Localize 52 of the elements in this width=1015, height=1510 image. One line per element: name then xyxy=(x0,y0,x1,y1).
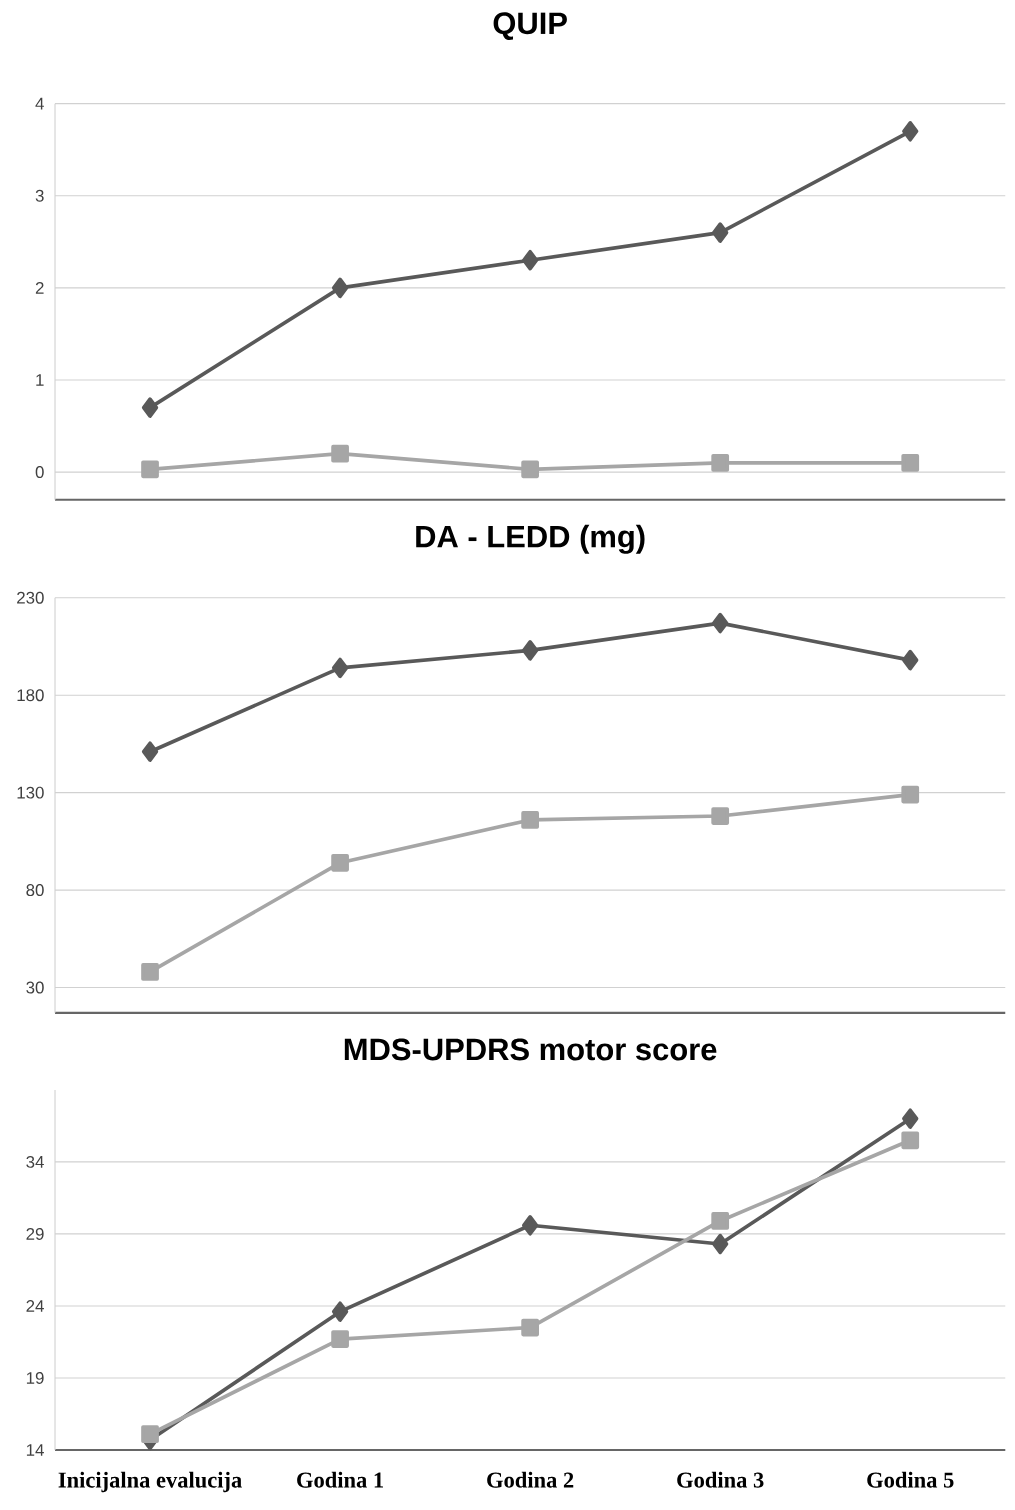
point xyxy=(521,460,539,479)
y-tick-label: 14 xyxy=(26,1444,44,1456)
y-tick-label: 24 xyxy=(26,1300,44,1312)
point xyxy=(901,785,920,804)
point xyxy=(141,397,159,418)
chart-title: DA - LEDD (mg) xyxy=(416,524,645,554)
point xyxy=(331,1330,349,1348)
chart-title: MDS-UPDRS motor score xyxy=(344,1038,717,1061)
x-tick-label: Godina 3 xyxy=(677,1471,764,1488)
y-tick-label: 34 xyxy=(26,1155,44,1168)
point xyxy=(141,1425,159,1443)
point xyxy=(521,1318,539,1337)
point xyxy=(141,963,159,981)
y-tick-label: 0 xyxy=(35,466,44,479)
x-tick-label: Godina 2 xyxy=(487,1471,574,1488)
y-tick-label: 29 xyxy=(26,1227,44,1240)
point xyxy=(521,249,539,271)
y-tick-label: 180 xyxy=(17,689,44,702)
x-tick-label: Inicijalna evalucija xyxy=(58,1471,242,1493)
y-tick-label: 30 xyxy=(26,981,44,994)
point xyxy=(711,807,730,825)
point xyxy=(711,1212,730,1230)
point xyxy=(141,460,159,479)
point xyxy=(901,1131,920,1150)
y-tick-label: 1 xyxy=(36,374,44,386)
x-tick-label: Godina 5 xyxy=(867,1471,954,1488)
point xyxy=(331,1301,349,1322)
point xyxy=(521,640,539,661)
point xyxy=(521,811,539,829)
point xyxy=(712,612,729,634)
x-tick-label: Godina 1 xyxy=(297,1471,383,1488)
y-tick-label: 80 xyxy=(26,884,44,897)
point xyxy=(331,444,349,463)
y-tick-label: 3 xyxy=(35,189,44,202)
y-tick-label: 2 xyxy=(35,281,44,294)
point xyxy=(902,1108,919,1129)
point xyxy=(901,454,920,472)
y-tick-label: 130 xyxy=(17,786,44,799)
point xyxy=(712,1233,729,1255)
y-tick-label: 4 xyxy=(35,97,44,110)
point xyxy=(521,1215,539,1236)
point xyxy=(711,454,730,472)
point xyxy=(331,277,349,299)
y-tick-label: 19 xyxy=(26,1371,44,1384)
point xyxy=(331,853,349,872)
chart-title: QUIP xyxy=(493,12,567,41)
point xyxy=(712,222,729,243)
point xyxy=(331,657,349,679)
point xyxy=(902,649,919,671)
point xyxy=(141,741,159,762)
point xyxy=(902,121,919,142)
y-tick-label: 230 xyxy=(17,591,44,604)
